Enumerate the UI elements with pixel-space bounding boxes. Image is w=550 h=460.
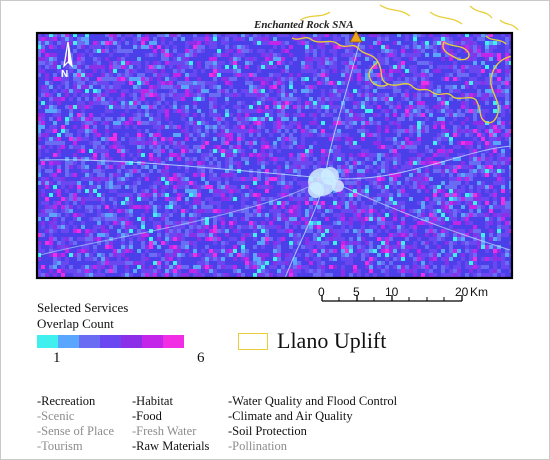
service-recreation: -Recreation (37, 394, 96, 408)
service-tourism: -Tourism (37, 439, 83, 453)
enchanted-rock-marker[interactable] (349, 30, 363, 43)
ramp-min-label: 1 (53, 350, 61, 366)
ramp-swatch-7 (163, 335, 184, 348)
service-climate-air: -Climate and Air Quality (228, 409, 353, 423)
service-sense-of-place: -Sense of Place (37, 424, 115, 438)
ramp-max-label: 6 (197, 350, 205, 366)
ramp-swatch-3 (79, 335, 100, 348)
ramp-swatch-1 (37, 335, 58, 348)
ramp-swatch-2 (58, 335, 79, 348)
overlap-color-ramp (37, 335, 184, 348)
legend-title: Selected Services Overlap Count (37, 300, 128, 332)
llano-uplift-boundary (291, 4, 519, 124)
service-food: -Food (132, 409, 162, 423)
service-raw-materials: -Raw Materials (132, 439, 210, 453)
scale-unit: Km (470, 285, 488, 299)
county-boundary (35, 31, 514, 280)
legend-title-line2: Overlap Count (37, 316, 114, 331)
ramp-swatch-4 (100, 335, 121, 348)
ramp-swatch-5 (121, 335, 142, 348)
llano-uplift-swatch (238, 333, 268, 350)
service-pollination: -Pollination (228, 439, 288, 453)
overlap-raster (37, 33, 512, 278)
llano-uplift-label: Llano Uplift (277, 328, 387, 353)
north-arrow-icon (63, 41, 73, 68)
scale-tick-20: 20 (455, 285, 469, 299)
scale-tick-0: 0 (318, 285, 325, 299)
service-water-quality: -Water Quality and Flood Control (228, 394, 398, 408)
service-habitat: -Habitat (132, 394, 173, 408)
enchanted-rock-label: Enchanted Rock SNA (254, 19, 354, 31)
scale-tick-5: 5 (353, 285, 360, 299)
scale-tick-10: 10 (385, 285, 399, 299)
ramp-swatch-6 (142, 335, 163, 348)
north-label: N (61, 69, 69, 80)
service-scenic: -Scenic (37, 409, 75, 423)
service-soil-protection: -Soil Protection (228, 424, 307, 438)
service-fresh-water: -Fresh Water (132, 424, 197, 438)
road-network (39, 39, 512, 278)
legend-title-line1: Selected Services (37, 300, 129, 315)
scale-bar (321, 295, 463, 302)
